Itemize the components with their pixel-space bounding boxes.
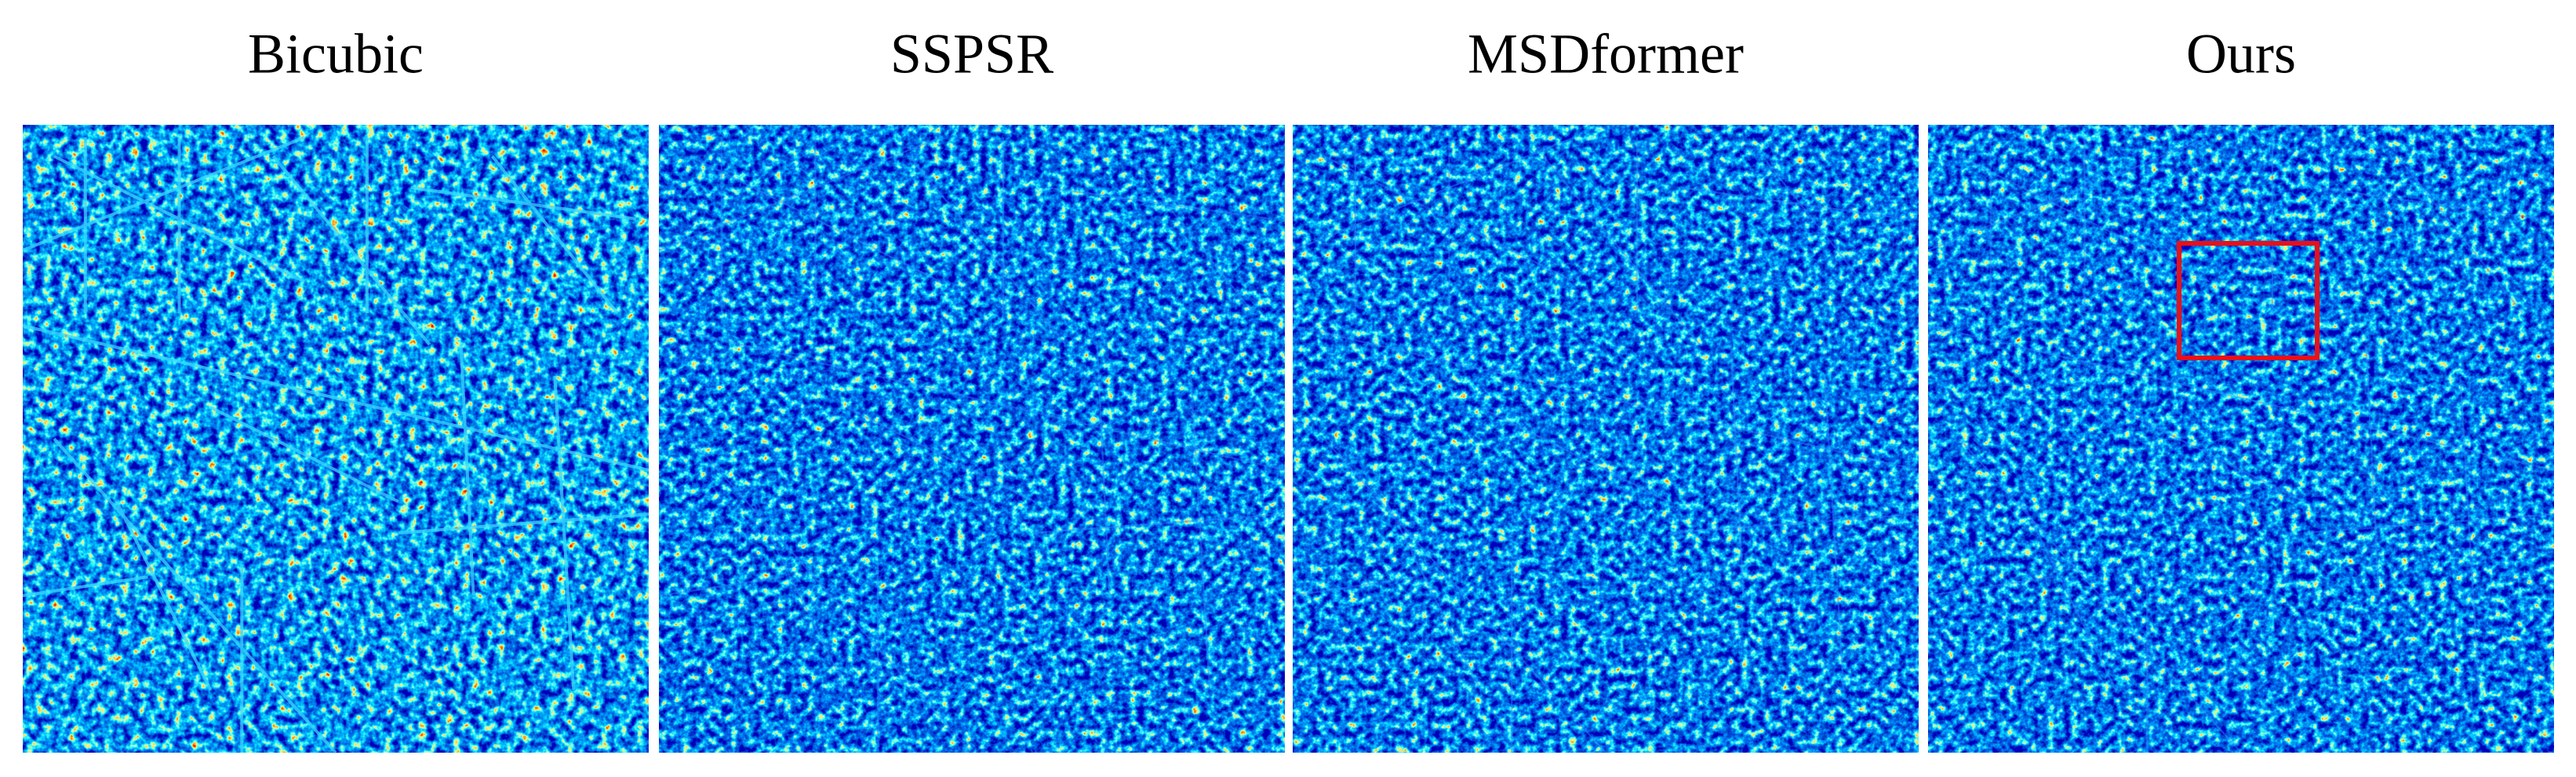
field-edge <box>410 186 637 221</box>
field-edges <box>22 136 649 754</box>
field-edge <box>459 344 475 596</box>
field-edge <box>1292 575 1418 597</box>
field-edge <box>398 513 649 534</box>
field-edge <box>2365 344 2380 596</box>
field-edge <box>1668 513 1919 534</box>
field-edge <box>908 155 1067 345</box>
field-edge <box>1927 136 2210 252</box>
field-edge <box>1680 186 1907 221</box>
field-edge <box>658 575 784 597</box>
field-edge <box>1127 155 1255 314</box>
field-edge <box>689 155 941 283</box>
highlight-box <box>2177 241 2319 360</box>
error-map <box>1928 125 2554 753</box>
panel-title: SSPSR <box>890 23 1053 86</box>
field-edge <box>751 501 848 691</box>
field-edge <box>490 155 619 315</box>
field-edge <box>1927 324 2555 472</box>
field-edges <box>1927 136 2555 753</box>
field-edge <box>553 375 576 691</box>
field-edge <box>22 575 148 597</box>
field-edge <box>1292 136 1575 252</box>
field-edge <box>846 406 1035 503</box>
field-edge <box>1959 155 2210 283</box>
panel: Bicubic <box>22 23 649 754</box>
field-edge <box>2316 186 2542 221</box>
field-edge <box>658 136 941 252</box>
field-edge <box>53 437 337 754</box>
error-map <box>1293 125 1919 753</box>
field-edge <box>115 501 213 691</box>
field-edge <box>689 438 973 753</box>
field-edge <box>1542 155 1701 345</box>
panel: SSPSR <box>658 23 1286 753</box>
field-edge <box>2115 406 2305 503</box>
panel-title: Ours <box>2186 23 2296 86</box>
field-edge <box>22 324 649 472</box>
field-edge <box>209 406 399 503</box>
field-edge <box>2021 501 2117 691</box>
field-edge <box>1292 324 1919 472</box>
field-edges <box>1292 136 1919 753</box>
error-map <box>659 125 1285 753</box>
field-edge <box>1323 438 1606 753</box>
field-edge <box>1761 155 1889 314</box>
field-edges <box>658 136 1286 753</box>
field-edge <box>1096 344 1111 596</box>
field-edge <box>2178 155 2336 345</box>
panel-title: Bicubic <box>248 23 424 86</box>
field-edge <box>1046 186 1273 221</box>
field-edge <box>2396 155 2524 314</box>
field-edge <box>1730 344 1745 596</box>
field-edge <box>1190 375 1211 691</box>
field-edge <box>1958 438 2242 753</box>
field-edge <box>1385 501 1482 691</box>
panel: Ours <box>1927 23 2555 753</box>
panel-title: MSDformer <box>1468 23 1744 86</box>
panel: MSDformer <box>1292 23 1919 753</box>
field-edge <box>1323 155 1575 283</box>
error-map <box>23 125 649 753</box>
field-edge <box>658 324 1286 472</box>
field-edge <box>271 155 431 346</box>
field-edge <box>1927 575 2054 597</box>
field-edge <box>22 136 305 252</box>
field-edge <box>1479 406 1669 503</box>
field-edge <box>1034 513 1286 534</box>
field-edge <box>2459 375 2480 691</box>
field-edge <box>2303 513 2555 534</box>
field-edge <box>1824 375 1845 691</box>
